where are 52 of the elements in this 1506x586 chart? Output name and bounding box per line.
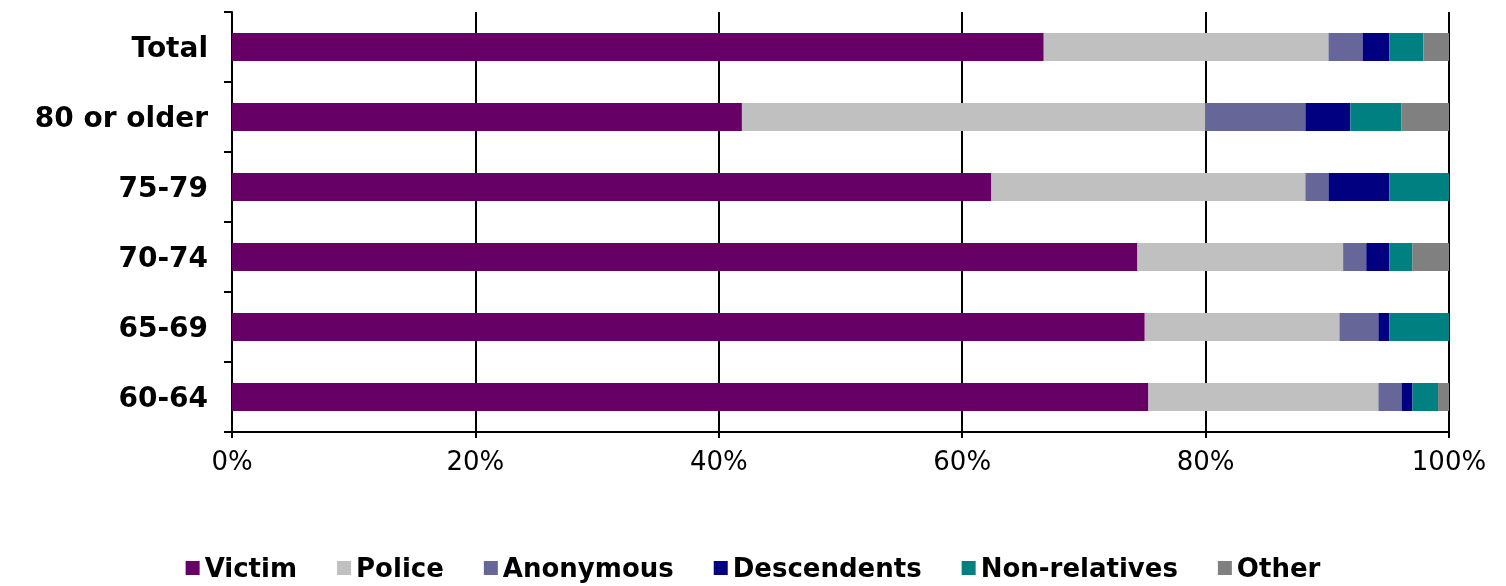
bar bbox=[1412, 243, 1449, 271]
x-tick-label: 0% bbox=[211, 446, 253, 476]
legend-label: Descendents bbox=[732, 553, 922, 583]
x-tick-label: 40% bbox=[689, 446, 748, 476]
bar bbox=[1343, 243, 1367, 271]
y-tick-label: Total bbox=[131, 30, 208, 64]
bar bbox=[1389, 313, 1449, 341]
bar bbox=[232, 103, 742, 131]
bar bbox=[991, 173, 1306, 201]
y-tick-label: 75-79 bbox=[118, 170, 208, 204]
bar bbox=[1305, 173, 1329, 201]
bar bbox=[1137, 243, 1344, 271]
legend-label: Non-relatives bbox=[980, 553, 1178, 583]
bar bbox=[1423, 33, 1449, 61]
bar bbox=[1362, 33, 1390, 61]
bar bbox=[232, 33, 1044, 61]
bar bbox=[232, 173, 992, 201]
x-tick-label: 60% bbox=[933, 446, 992, 476]
bar bbox=[1339, 313, 1379, 341]
bar bbox=[1144, 313, 1340, 341]
bar bbox=[1401, 383, 1413, 411]
y-tick-label: 80 or older bbox=[34, 100, 209, 134]
bar bbox=[1389, 243, 1413, 271]
x-tick-label: 20% bbox=[446, 446, 505, 476]
bar bbox=[1401, 103, 1449, 131]
bar bbox=[1148, 383, 1379, 411]
bar bbox=[232, 383, 1149, 411]
legend-label: Victim bbox=[204, 553, 298, 583]
bar bbox=[1350, 103, 1402, 131]
bar bbox=[1378, 383, 1402, 411]
bar bbox=[1389, 173, 1449, 201]
bar bbox=[1305, 103, 1351, 131]
bar bbox=[741, 103, 1206, 131]
bar bbox=[1438, 383, 1449, 411]
bar bbox=[232, 243, 1138, 271]
y-tick-label: 60-64 bbox=[118, 380, 208, 414]
bar bbox=[1389, 33, 1424, 61]
legend-label: Police bbox=[356, 553, 444, 583]
x-tick-label: 100% bbox=[1411, 446, 1487, 476]
legend-label: Anonymous bbox=[502, 553, 674, 583]
bar bbox=[1328, 173, 1390, 201]
y-tick-label: 70-74 bbox=[118, 240, 208, 274]
bar bbox=[1043, 33, 1329, 61]
bar bbox=[1412, 383, 1439, 411]
bar bbox=[232, 313, 1145, 341]
bar bbox=[1328, 33, 1363, 61]
x-tick-label: 80% bbox=[1176, 446, 1235, 476]
legend-label: Other bbox=[1236, 553, 1321, 583]
y-tick-label: 65-69 bbox=[118, 310, 208, 344]
bar bbox=[1378, 313, 1390, 341]
bar bbox=[1366, 243, 1390, 271]
bar bbox=[1205, 103, 1306, 131]
